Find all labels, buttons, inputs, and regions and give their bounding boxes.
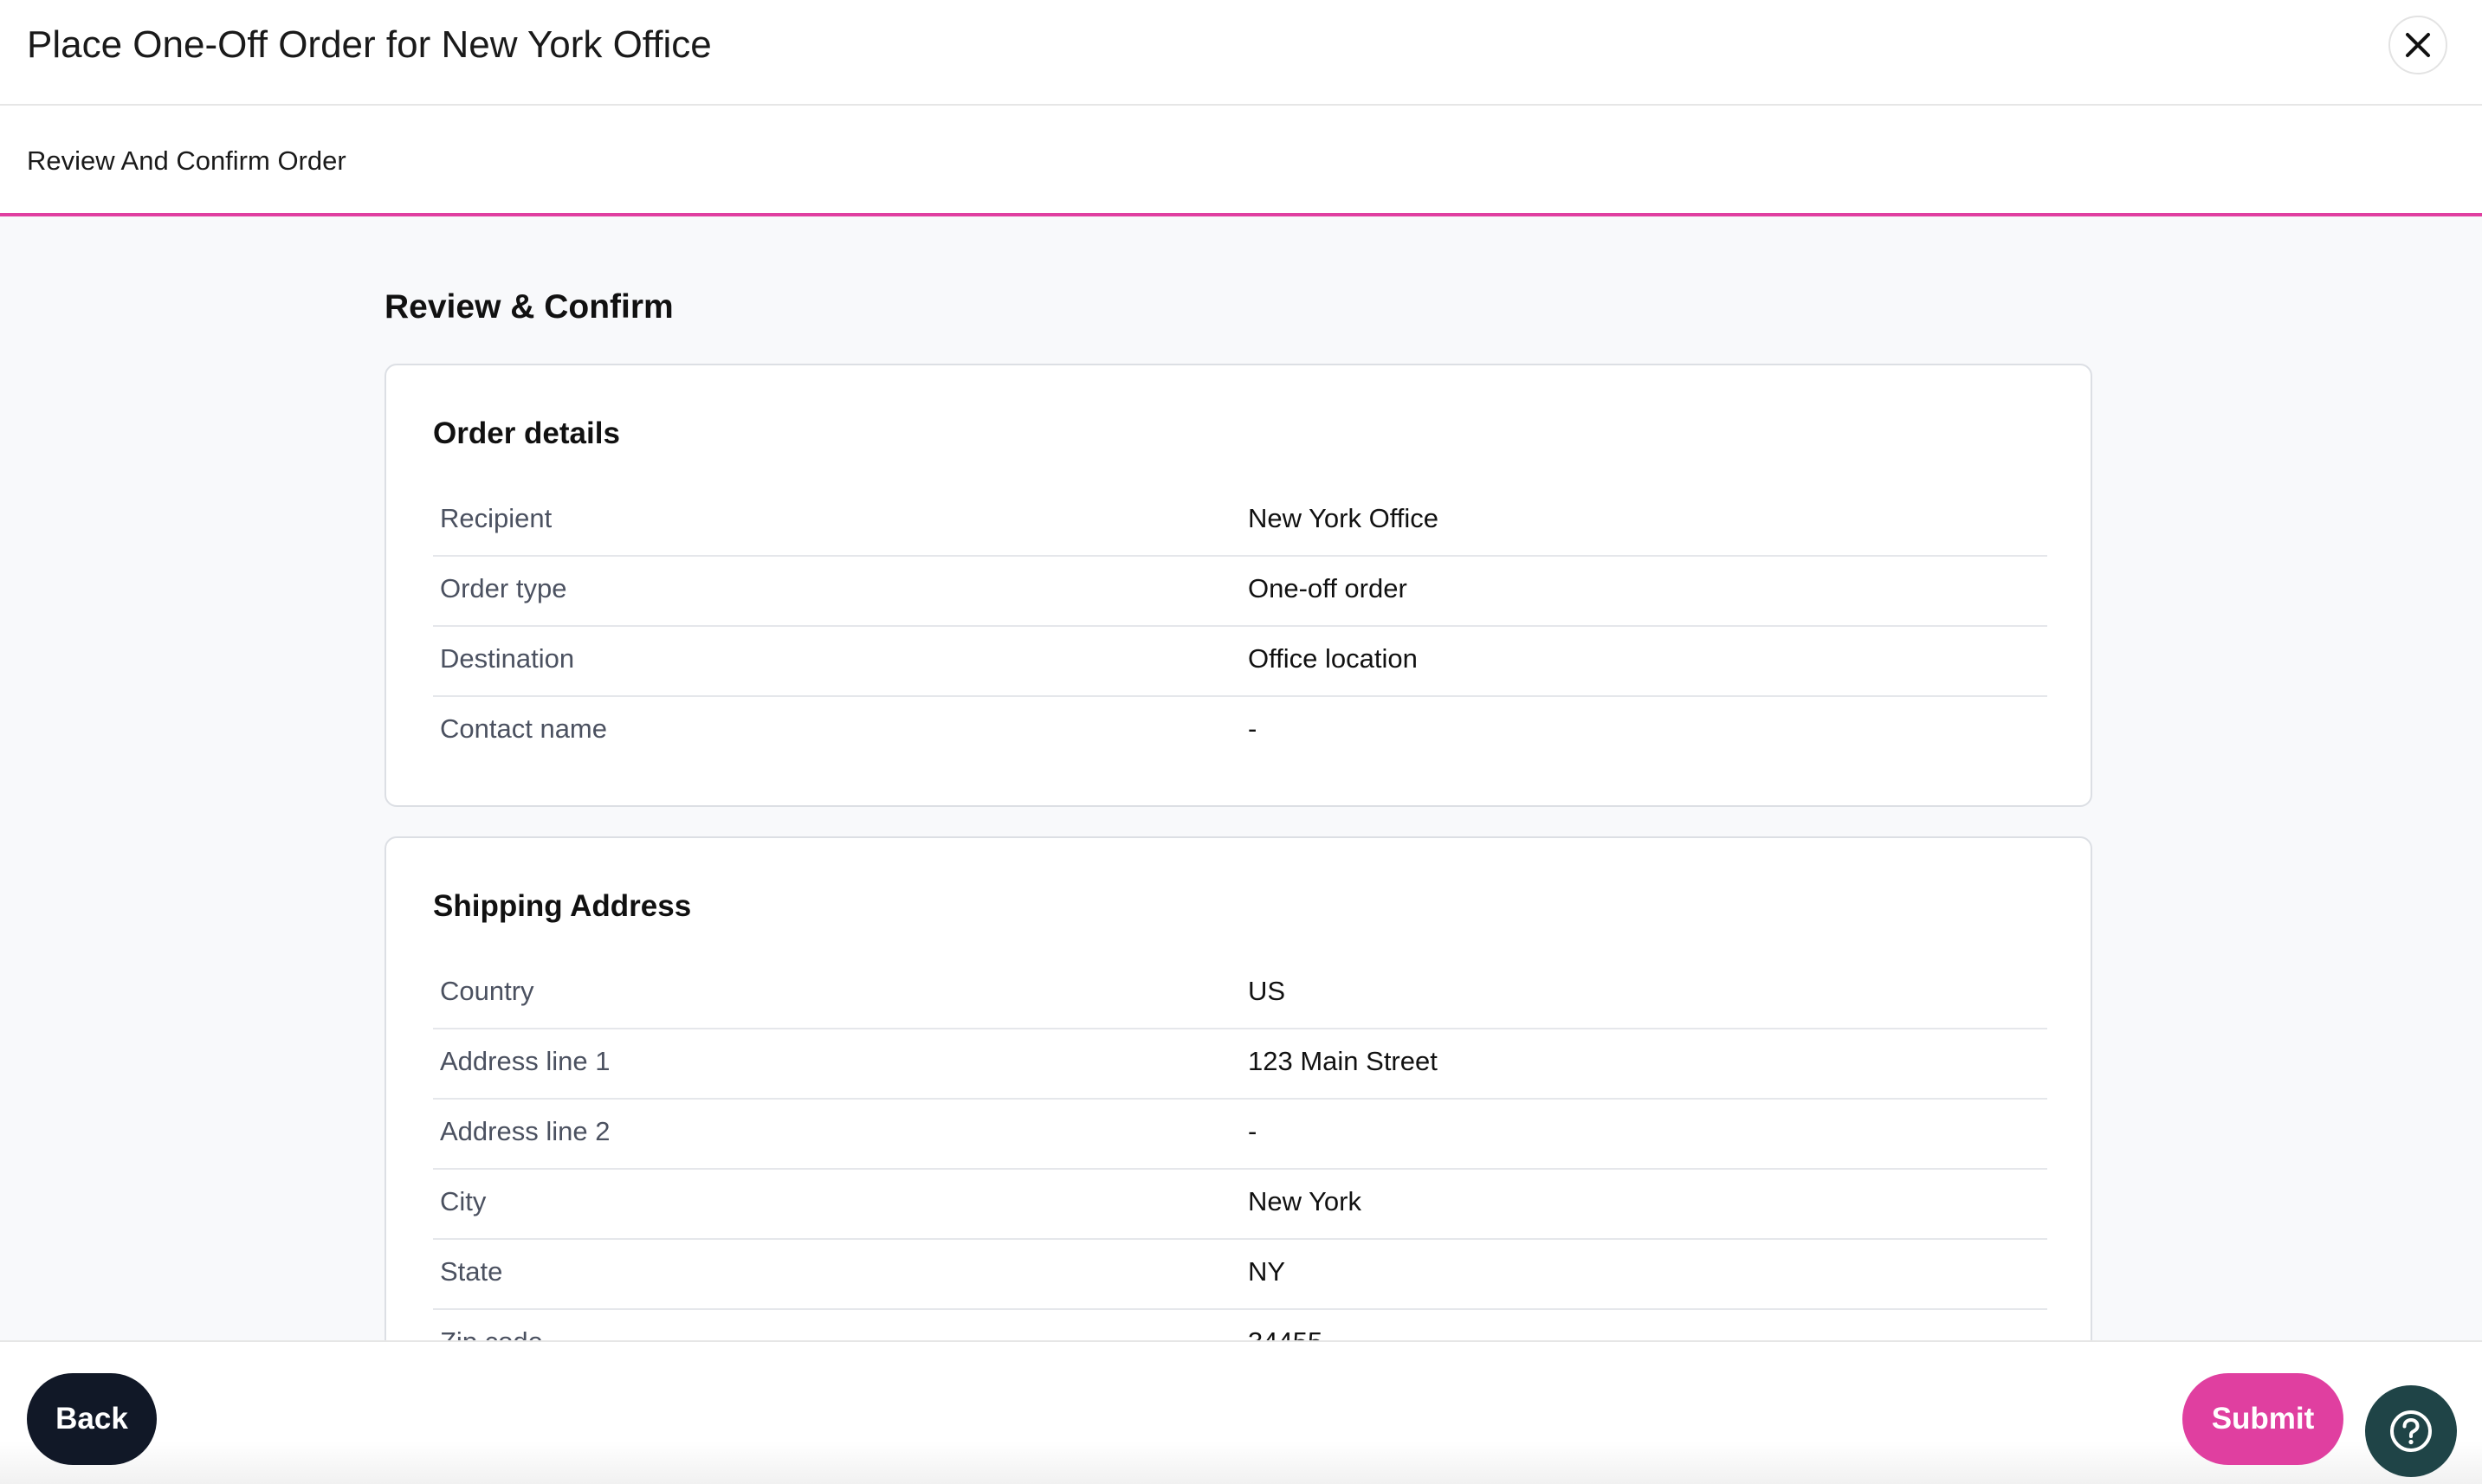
row-label: Contact name xyxy=(440,713,607,744)
help-button[interactable] xyxy=(2365,1385,2457,1477)
row-label: Zip code xyxy=(440,1325,543,1340)
help-icon xyxy=(2390,1410,2432,1452)
row-value: 34455 xyxy=(1248,1325,1322,1340)
row-value: - xyxy=(1248,713,1257,744)
order-details-card: Order details Recipient New York Office … xyxy=(385,364,2092,807)
row-value: Office location xyxy=(1248,643,1418,674)
address-row-city: City New York xyxy=(433,1170,2047,1240)
row-value: NY xyxy=(1248,1256,1286,1287)
detail-row-destination: Destination Office location xyxy=(433,627,2047,697)
shipping-address-title: Shipping Address xyxy=(433,889,692,923)
step-bar: Review And Confirm Order xyxy=(0,106,2482,216)
order-details-list: Recipient New York Office Order type One… xyxy=(433,487,2047,767)
detail-row-order-type: Order type One-off order xyxy=(433,557,2047,627)
row-label: Address line 2 xyxy=(440,1116,611,1146)
row-label: Order type xyxy=(440,573,567,603)
row-label: Destination xyxy=(440,643,575,674)
close-icon xyxy=(2406,33,2430,57)
row-value: New York Office xyxy=(1248,503,1438,533)
row-label: City xyxy=(440,1186,487,1216)
address-row-line-1: Address line 1 123 Main Street xyxy=(433,1029,2047,1100)
modal-header: Place One-Off Order for New York Office xyxy=(0,0,2482,106)
submit-button[interactable]: Submit xyxy=(2182,1373,2343,1465)
modal-footer: Back Submit xyxy=(0,1340,2482,1484)
step-label: Review And Confirm Order xyxy=(27,145,346,176)
address-row-zip-code: Zip code 34455 xyxy=(433,1310,2047,1340)
row-label: Recipient xyxy=(440,503,553,533)
address-row-country: Country US xyxy=(433,959,2047,1029)
row-value: 123 Main Street xyxy=(1248,1046,1438,1076)
main-content[interactable]: Review & Confirm Order details Recipient… xyxy=(0,216,2482,1340)
detail-row-recipient: Recipient New York Office xyxy=(433,487,2047,557)
row-value: - xyxy=(1248,1116,1257,1146)
address-row-line-2: Address line 2 - xyxy=(433,1100,2047,1170)
row-label: Address line 1 xyxy=(440,1046,611,1076)
review-heading: Review & Confirm xyxy=(385,288,674,326)
shipping-address-card: Shipping Address Country US Address line… xyxy=(385,836,2092,1340)
shipping-address-list: Country US Address line 1 123 Main Stree… xyxy=(433,959,2047,1340)
row-value: One-off order xyxy=(1248,573,1407,603)
row-value: New York xyxy=(1248,1186,1361,1216)
row-label: State xyxy=(440,1256,503,1287)
row-label: Country xyxy=(440,976,534,1006)
address-row-state: State NY xyxy=(433,1240,2047,1310)
detail-row-contact-name: Contact name - xyxy=(433,697,2047,767)
close-button[interactable] xyxy=(2388,16,2447,74)
page-title: Place One-Off Order for New York Office xyxy=(27,23,712,66)
row-value: US xyxy=(1248,976,1286,1006)
back-button[interactable]: Back xyxy=(27,1373,157,1465)
order-details-title: Order details xyxy=(433,416,620,450)
